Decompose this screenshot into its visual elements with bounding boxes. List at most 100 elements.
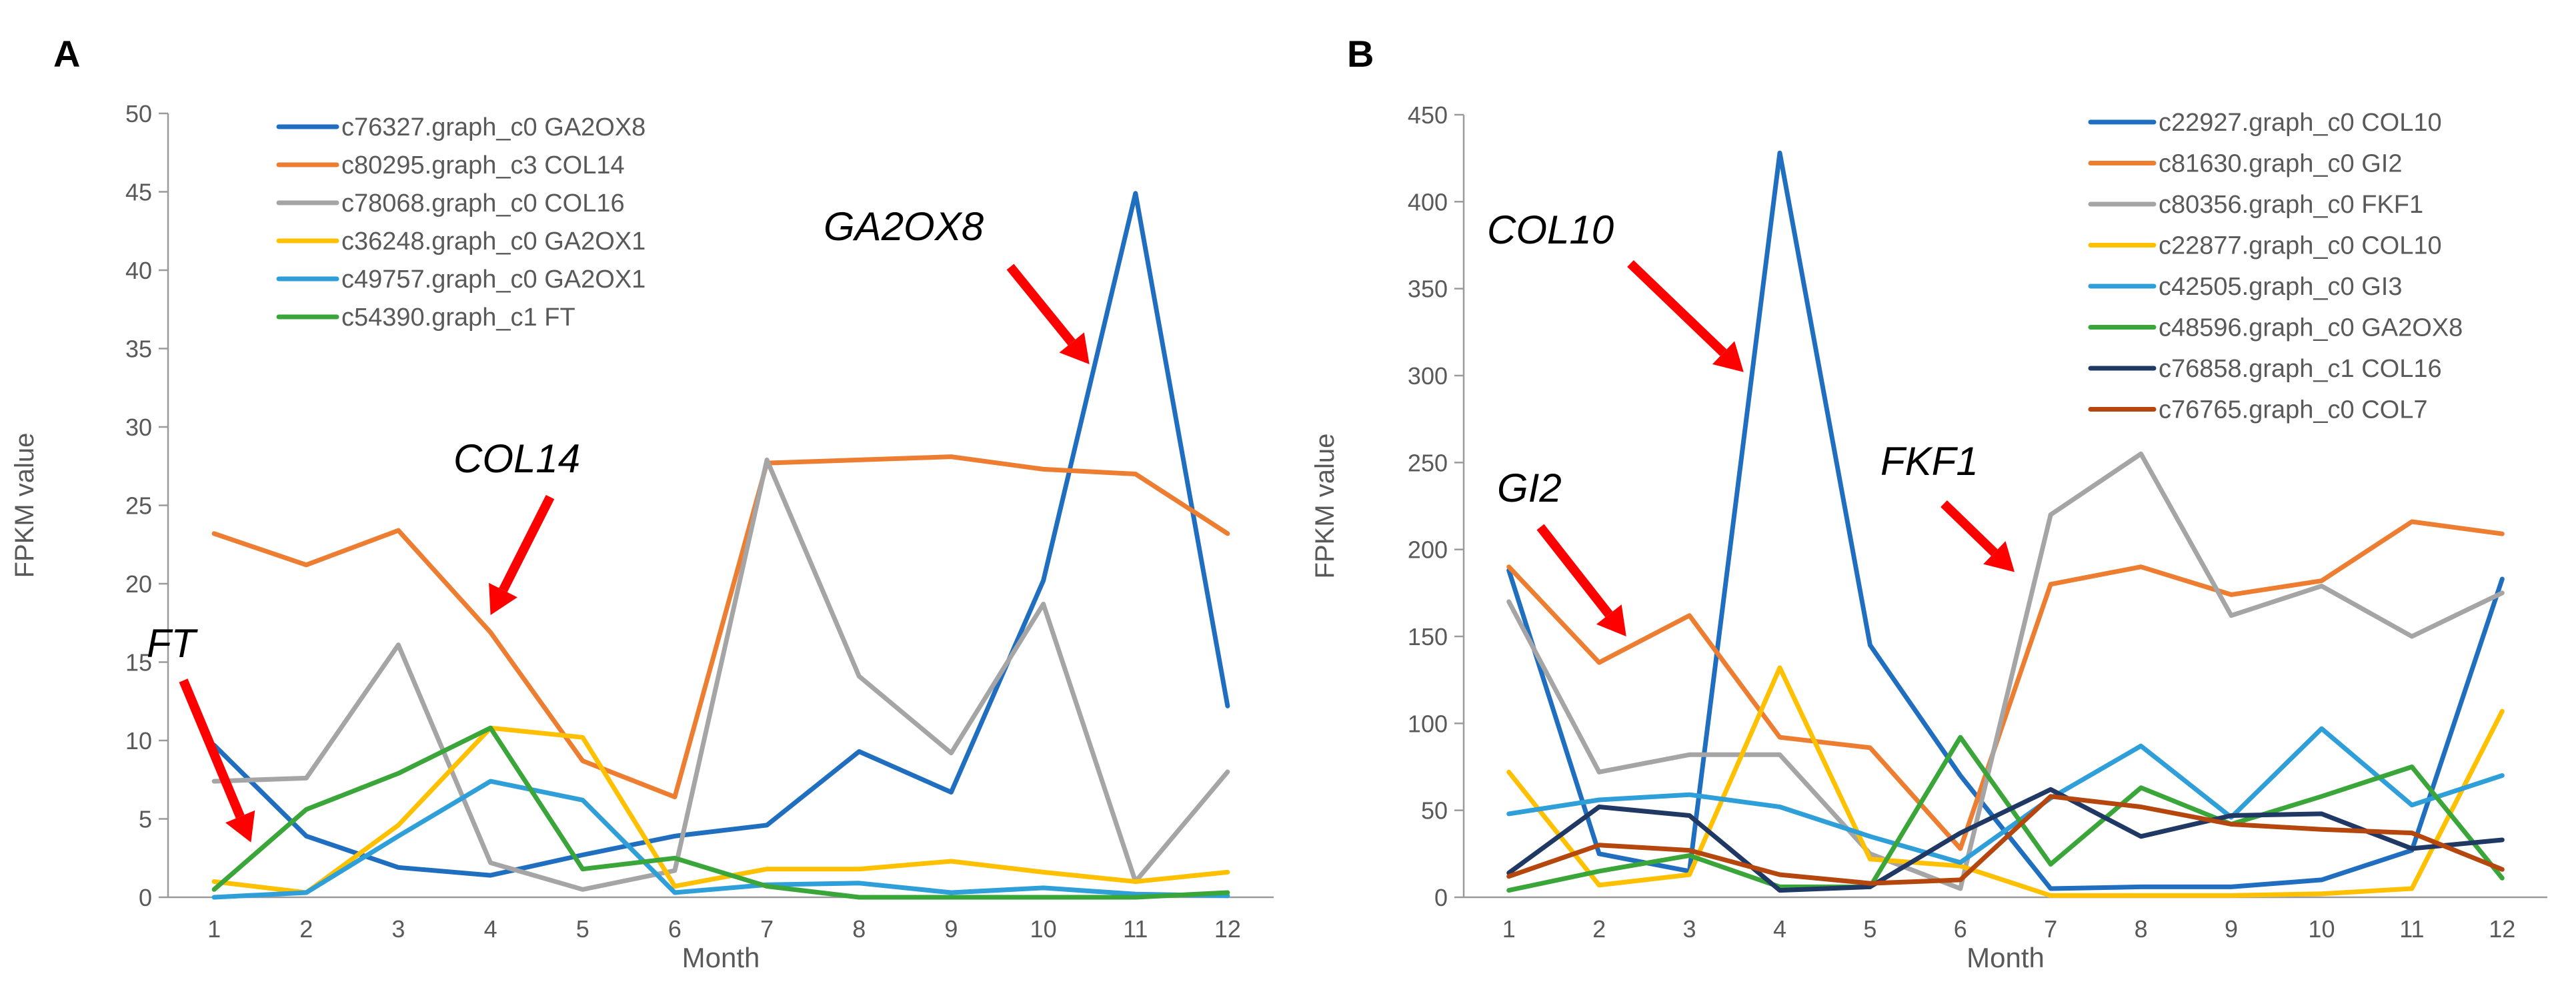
x-tick-label: 4 bbox=[484, 915, 497, 943]
y-tick-label: 20 bbox=[125, 570, 152, 598]
annotation-label: COL14 bbox=[453, 436, 580, 481]
y-tick-label: 450 bbox=[1408, 101, 1448, 129]
annotation-label: GI2 bbox=[1497, 466, 1562, 510]
annotation-label: FKF1 bbox=[1880, 439, 1979, 484]
y-tick-label: 5 bbox=[139, 806, 152, 833]
legend-label: c76327.graph_c0 GA2OX8 bbox=[341, 113, 646, 141]
panel-label: A bbox=[53, 33, 80, 75]
arrow-head bbox=[225, 810, 255, 843]
legend-label: c80295.graph_c3 COL14 bbox=[341, 151, 625, 179]
y-tick-label: 300 bbox=[1408, 362, 1448, 390]
y-axis-title: FPKM value bbox=[1310, 434, 1340, 579]
arrow-head bbox=[1712, 341, 1744, 372]
y-tick-label: 150 bbox=[1408, 623, 1448, 650]
series-line-1 bbox=[1506, 150, 2505, 891]
y-tick-label: 200 bbox=[1408, 536, 1448, 564]
series-line-4 bbox=[211, 725, 1230, 895]
legend-label: c80356.graph_c0 FKF1 bbox=[2159, 191, 2423, 219]
arrow-shaft bbox=[1006, 264, 1076, 346]
y-tick-label: 40 bbox=[125, 257, 152, 284]
y-tick-label: 0 bbox=[139, 884, 152, 911]
legend-label: c48596.graph_c0 GA2OX8 bbox=[2159, 314, 2463, 342]
y-tick-label: 250 bbox=[1408, 449, 1448, 476]
x-tick-label: 4 bbox=[1773, 915, 1786, 943]
x-tick-label: 11 bbox=[1123, 915, 1148, 943]
x-tick-label: 10 bbox=[2308, 915, 2335, 943]
annotation-label: GA2OX8 bbox=[824, 204, 984, 249]
x-tick-label: 7 bbox=[760, 915, 774, 943]
series-line-3 bbox=[211, 457, 1230, 892]
x-tick-label: 8 bbox=[2135, 915, 2148, 943]
annotation-arrow bbox=[1941, 500, 2015, 572]
y-tick-label: 50 bbox=[1421, 797, 1448, 825]
annotation-arrow bbox=[489, 494, 555, 615]
arrow-head bbox=[489, 582, 517, 615]
x-tick-label: 1 bbox=[207, 915, 221, 943]
y-tick-label: 35 bbox=[125, 336, 152, 363]
x-tick-label: 3 bbox=[391, 915, 405, 943]
x-tick-label: 9 bbox=[2225, 915, 2238, 943]
x-tick-label: 12 bbox=[2489, 915, 2515, 943]
legend-label: c76858.graph_c1 COL16 bbox=[2159, 355, 2442, 383]
legend-label: c22927.graph_c0 COL10 bbox=[2159, 109, 2442, 137]
legend: c22927.graph_c0 COL10 c81630.graph_c0 GI2… bbox=[2088, 109, 2463, 424]
panel-label: B bbox=[1347, 33, 1374, 75]
y-tick-label: 350 bbox=[1408, 276, 1448, 303]
x-axis-title: Month bbox=[682, 942, 760, 973]
x-tick-label: 12 bbox=[1214, 915, 1241, 943]
x-tick-label: 1 bbox=[1502, 915, 1516, 943]
x-tick-label: 3 bbox=[1683, 915, 1696, 943]
series-line-4 bbox=[1506, 665, 2505, 898]
x-axis-title: Month bbox=[1967, 942, 2045, 973]
legend-label: c54390.graph_c1 FT bbox=[341, 304, 575, 332]
x-tick-label: 11 bbox=[2399, 915, 2424, 943]
series-line-3 bbox=[1506, 451, 2505, 891]
annotation-arrow bbox=[1627, 260, 1744, 372]
x-tick-label: 2 bbox=[299, 915, 313, 943]
x-tick-label: 5 bbox=[576, 915, 589, 943]
x-tick-label: 8 bbox=[852, 915, 866, 943]
arrow-head bbox=[1059, 332, 1090, 364]
x-tick-label: 6 bbox=[1954, 915, 1967, 943]
x-tick-label: 5 bbox=[1863, 915, 1876, 943]
y-tick-label: 15 bbox=[125, 649, 152, 676]
x-tick-label: 9 bbox=[944, 915, 958, 943]
series-line-8 bbox=[1506, 794, 2505, 886]
arrow-shaft bbox=[1941, 500, 1998, 556]
series-line-1 bbox=[211, 191, 1230, 878]
series-line-2 bbox=[211, 454, 1230, 800]
legend-label: c78068.graph_c0 COL16 bbox=[341, 189, 625, 217]
x-tick-label: 6 bbox=[668, 915, 682, 943]
annotation-arrow bbox=[179, 678, 255, 843]
x-tick-label: 2 bbox=[1592, 915, 1606, 943]
y-tick-label: 10 bbox=[125, 727, 152, 755]
legend-label: c81630.graph_c0 GI2 bbox=[2159, 150, 2403, 178]
arrow-shaft bbox=[1627, 260, 1727, 356]
series-line-6 bbox=[1506, 734, 2505, 893]
annotation-label: FT bbox=[147, 621, 199, 666]
y-tick-label: 100 bbox=[1408, 710, 1448, 737]
legend-label: c76765.graph_c0 COL7 bbox=[2159, 396, 2428, 424]
annotation-label: COL10 bbox=[1487, 207, 1614, 252]
x-tick-label: 10 bbox=[1030, 915, 1057, 943]
y-tick-label: 25 bbox=[125, 492, 152, 520]
legend-label: c49757.graph_c0 GA2OX1 bbox=[341, 266, 646, 294]
legend-label: c22877.graph_c0 COL10 bbox=[2159, 232, 2442, 260]
y-tick-label: 30 bbox=[125, 414, 152, 441]
legend-label: c36248.graph_c0 GA2OX1 bbox=[341, 227, 646, 256]
legend-label: c42505.graph_c0 GI3 bbox=[2159, 273, 2403, 301]
legend: c76327.graph_c0 GA2OX8 c80295.graph_c3 CO… bbox=[276, 113, 646, 332]
series-line-5 bbox=[211, 779, 1230, 900]
series-line-6 bbox=[211, 725, 1230, 900]
series-line-7 bbox=[1506, 787, 2505, 893]
annotation-arrow bbox=[1006, 264, 1090, 364]
y-tick-label: 45 bbox=[125, 179, 152, 206]
arrow-shaft bbox=[179, 678, 245, 819]
y-tick-label: 0 bbox=[1434, 884, 1448, 911]
series-line-5 bbox=[1506, 726, 2505, 865]
series-line-2 bbox=[1506, 519, 2505, 851]
y-tick-label: 50 bbox=[125, 100, 152, 127]
